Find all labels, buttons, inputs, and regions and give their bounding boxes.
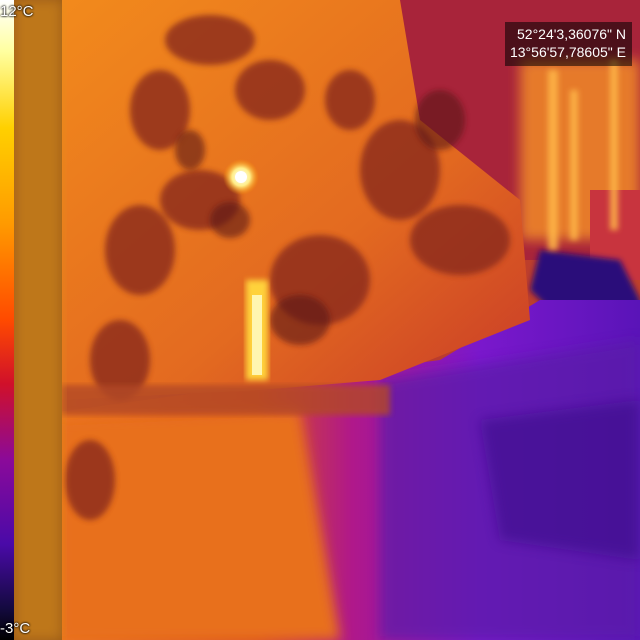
longitude-label: 13°56'57,78605" E [509, 44, 626, 60]
temperature-scale-bar [0, 0, 14, 640]
max-temperature-label: 12°C [0, 3, 34, 20]
latitude-label: 52°24'3,36076" N [517, 26, 626, 42]
gps-coordinates-box: 52°24'3,36076" N 13°56'57,78605" E [505, 22, 632, 66]
min-temperature-label: -3°C [0, 620, 31, 637]
